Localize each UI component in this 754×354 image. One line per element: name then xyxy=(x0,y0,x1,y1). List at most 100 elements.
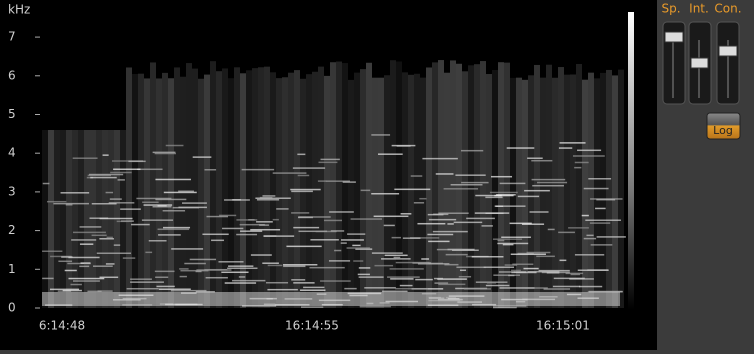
texture-streak xyxy=(293,227,319,229)
texture-streak xyxy=(142,202,158,204)
texture-streak xyxy=(539,270,570,272)
texture-streak xyxy=(155,199,186,201)
texture-streak xyxy=(92,235,107,237)
texture-streak xyxy=(53,203,89,205)
slider-knob[interactable] xyxy=(665,32,683,42)
texture-streak xyxy=(68,257,99,259)
texture-streak xyxy=(374,216,409,218)
texture-streak xyxy=(434,278,443,280)
texture-streak xyxy=(103,154,109,156)
texture-streak xyxy=(257,199,279,201)
texture-streak xyxy=(374,265,393,267)
y-tick-label: 1 xyxy=(8,262,16,276)
texture-streak xyxy=(155,153,176,155)
texture-streak xyxy=(523,268,538,270)
texture-streak xyxy=(587,269,608,271)
texture-column xyxy=(588,73,594,308)
texture-streak xyxy=(436,173,454,175)
texture-streak xyxy=(524,190,550,192)
texture-streak xyxy=(397,145,411,147)
texture-streak xyxy=(163,210,185,212)
texture-streak xyxy=(401,213,412,215)
texture-streak xyxy=(461,182,488,184)
texture-streak xyxy=(73,157,98,159)
texture-streak xyxy=(511,272,536,274)
texture-column xyxy=(264,67,270,308)
texture-streak xyxy=(273,219,279,221)
texture-streak xyxy=(433,231,468,233)
texture-streak xyxy=(507,147,535,149)
texture-column xyxy=(174,67,180,308)
texture-streak xyxy=(560,142,586,144)
texture-column xyxy=(282,77,288,308)
texture-streak xyxy=(394,189,430,191)
texture-streak xyxy=(438,212,468,214)
texture-column xyxy=(318,67,324,308)
texture-streak xyxy=(454,222,483,224)
x-tick-label: 16:15:01 xyxy=(536,319,590,333)
texture-streak xyxy=(558,232,575,234)
texture-streak xyxy=(127,288,159,290)
texture-streak xyxy=(451,184,483,186)
slider-knob[interactable] xyxy=(719,46,737,56)
texture-streak xyxy=(130,281,164,283)
texture-streak xyxy=(283,264,317,266)
texture-streak xyxy=(485,197,502,199)
texture-streak xyxy=(42,250,62,252)
texture-streak xyxy=(396,262,430,264)
texture-streak xyxy=(73,280,100,282)
texture-streak xyxy=(225,282,256,284)
texture-streak xyxy=(542,272,570,274)
texture-streak xyxy=(586,235,593,237)
texture-streak xyxy=(250,229,280,231)
texture-streak xyxy=(106,263,115,265)
texture-streak xyxy=(84,262,90,264)
texture-column xyxy=(348,80,354,308)
texture-column xyxy=(444,73,450,308)
texture-streak xyxy=(90,177,116,179)
texture-streak xyxy=(264,235,295,237)
texture-streak xyxy=(79,266,89,268)
texture-streak xyxy=(501,237,531,239)
texture-streak xyxy=(130,278,152,280)
texture-streak xyxy=(584,188,609,190)
texture-streak xyxy=(228,265,253,267)
texture-streak xyxy=(321,159,340,161)
texture-streak xyxy=(466,218,495,220)
texture-streak xyxy=(118,179,125,181)
log-button-label: Log xyxy=(713,124,733,137)
texture-streak xyxy=(232,280,265,282)
texture-column xyxy=(594,78,600,308)
texture-column xyxy=(600,73,606,308)
texture-streak xyxy=(527,157,543,159)
texture-streak xyxy=(525,287,548,289)
texture-streak xyxy=(184,263,206,265)
texture-streak xyxy=(428,241,449,243)
texture-column xyxy=(366,63,372,308)
texture-streak xyxy=(137,169,162,171)
texture-streak xyxy=(291,191,313,193)
texture-streak xyxy=(65,270,77,272)
slider-knob[interactable] xyxy=(691,58,708,68)
texture-streak xyxy=(291,279,305,281)
texture-streak xyxy=(584,238,596,240)
texture-streak xyxy=(493,238,522,240)
texture-streak xyxy=(61,256,72,258)
texture-streak xyxy=(153,206,172,208)
texture-streak xyxy=(242,169,274,171)
y-tick-label: 5 xyxy=(8,107,16,121)
texture-streak xyxy=(358,274,370,276)
texture-streak xyxy=(329,211,354,213)
texture-streak xyxy=(530,211,549,213)
texture-streak xyxy=(590,198,622,200)
texture-streak xyxy=(145,252,152,254)
page: kHz 01234567 6:14:4816:14:5516:15:01 Sp.… xyxy=(0,0,754,350)
texture-streak xyxy=(414,202,424,204)
texture-streak xyxy=(475,212,509,214)
texture-streak xyxy=(484,266,514,268)
texture-streak xyxy=(236,219,257,221)
texture-column xyxy=(162,73,168,308)
texture-streak xyxy=(262,262,279,264)
texture-column xyxy=(468,65,474,308)
texture-streak xyxy=(71,284,82,286)
